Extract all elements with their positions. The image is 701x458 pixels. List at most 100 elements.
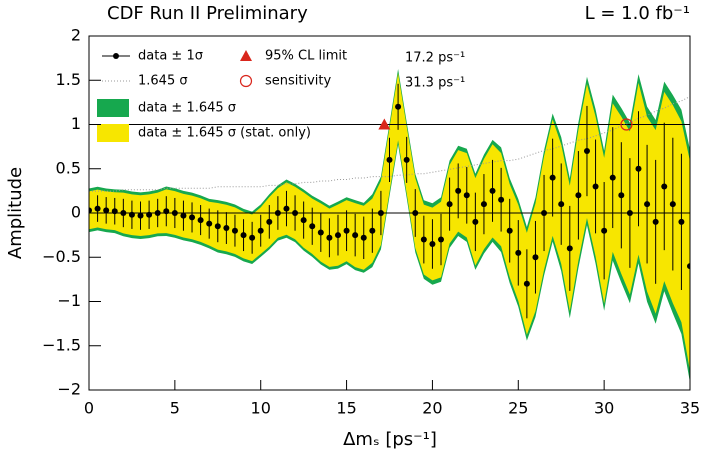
legend: data ± 1σ 1.645 σ data ± 1.645 σ data ± …	[97, 49, 465, 142]
data-point	[412, 210, 419, 216]
sensitivity-marker	[620, 118, 633, 131]
data-point	[334, 232, 341, 239]
y-tick-label: 0	[71, 203, 81, 222]
data-point	[266, 218, 273, 225]
data-point	[189, 214, 196, 221]
x-tick-label: 5	[170, 399, 180, 418]
x-tick-label: 30	[594, 399, 614, 418]
data-point	[206, 220, 213, 227]
x-tick-label: 15	[336, 399, 356, 418]
data-point	[240, 232, 247, 239]
data-point	[601, 227, 608, 234]
data-point	[89, 207, 92, 214]
data-point	[446, 201, 453, 208]
data-point	[626, 210, 633, 216]
data-point	[343, 227, 350, 234]
data-point	[532, 254, 539, 261]
data-point	[128, 211, 135, 218]
y-tick-label: 0.5	[56, 158, 81, 177]
data-point	[541, 210, 548, 216]
y-tick-label: 1.5	[56, 70, 81, 89]
data-point	[575, 192, 582, 199]
data-point	[609, 174, 616, 181]
data-point	[618, 192, 625, 199]
limit-marker	[378, 118, 391, 130]
data-point	[309, 223, 316, 230]
data-point	[377, 210, 384, 216]
data-point	[635, 165, 642, 172]
sensitivity-value: 31.3 ps⁻¹	[405, 76, 465, 91]
data-point	[395, 103, 402, 110]
data-point	[480, 201, 487, 208]
data-point	[197, 217, 204, 224]
legend-symbol	[239, 74, 253, 88]
legend-label: 1.645 σ	[138, 74, 188, 89]
data-point	[678, 218, 685, 225]
y-tick-label: 1	[71, 114, 81, 133]
data-point	[472, 218, 479, 225]
data-point	[652, 218, 659, 225]
data-point	[103, 207, 110, 214]
y-tick-label: 2	[71, 26, 81, 45]
x-tick-label: 25	[508, 399, 528, 418]
data-point	[403, 156, 410, 163]
data-point	[317, 229, 324, 236]
data-point	[644, 201, 651, 208]
y-tick-label: −1.5	[42, 335, 81, 354]
legend-symbol	[240, 50, 252, 61]
data-point	[687, 263, 690, 270]
data-point	[438, 236, 445, 243]
data-point	[583, 148, 590, 155]
data-point	[120, 210, 127, 216]
x-tick-label: 10	[251, 399, 271, 418]
luminosity: L = 1.0 fb⁻¹	[585, 3, 690, 24]
data-point	[223, 225, 230, 232]
data-point	[292, 210, 299, 216]
data-point	[592, 183, 599, 190]
data-point	[300, 217, 307, 224]
data-point	[506, 227, 513, 234]
data-point	[352, 232, 359, 239]
data-point	[326, 234, 333, 241]
data-point	[180, 212, 187, 219]
data-point	[463, 192, 470, 199]
legend-label: data ± 1.645 σ (stat. only)	[138, 126, 311, 141]
legend-symbol	[97, 99, 129, 117]
data-point	[111, 208, 118, 215]
data-point	[558, 201, 565, 208]
limit-value: 17.2 ps⁻¹	[405, 51, 465, 66]
data-point	[94, 205, 101, 212]
y-tick-label: −0.5	[42, 247, 81, 266]
legend-label: sensitivity	[265, 74, 332, 89]
data-point	[420, 236, 427, 243]
data-point	[360, 234, 367, 241]
x-tick-label: 0	[84, 399, 94, 418]
data-point	[549, 174, 556, 181]
data-point	[249, 234, 256, 241]
data-point	[171, 210, 178, 216]
data-point	[669, 201, 676, 208]
legend-symbol	[113, 53, 119, 59]
data-point	[274, 210, 281, 216]
x-tick-label: 20	[422, 399, 442, 418]
y-tick-label: −1	[57, 291, 81, 310]
legend-label: data ± 1σ	[138, 49, 203, 64]
data-point	[515, 249, 522, 256]
data-point	[146, 211, 153, 218]
chart-title: CDF Run II Preliminary	[107, 3, 308, 24]
legend-label: data ± 1.645 σ	[138, 101, 236, 116]
x-axis-label: Δmₛ [ps⁻¹]	[343, 429, 437, 450]
data-point	[283, 205, 290, 212]
data-point	[523, 280, 530, 287]
data-point	[429, 240, 436, 247]
data-point	[231, 227, 238, 234]
plot-area	[89, 68, 690, 383]
data-point	[154, 210, 161, 216]
data-point	[137, 212, 144, 219]
y-tick-label: −2	[57, 380, 81, 399]
data-point	[214, 223, 221, 230]
data-point	[566, 245, 573, 252]
legend-label: 95% CL limit	[265, 49, 347, 64]
